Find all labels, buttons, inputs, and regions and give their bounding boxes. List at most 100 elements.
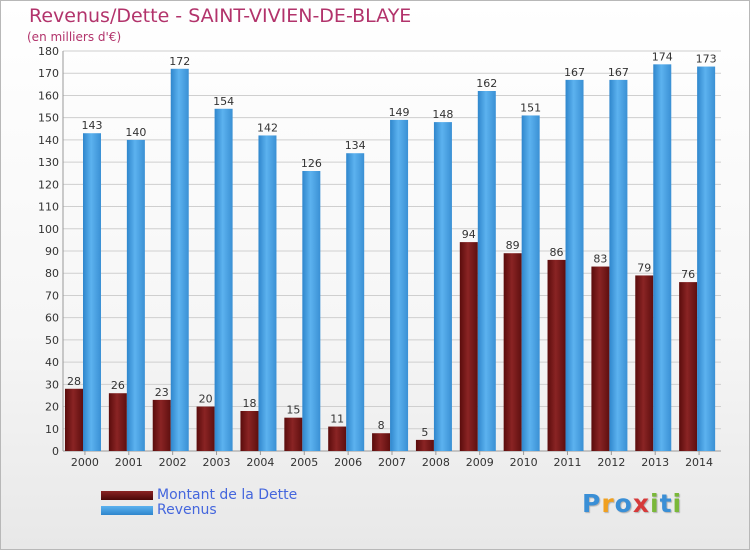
data-label: 8 (378, 419, 385, 432)
x-tick-label: 2002 (159, 456, 187, 469)
data-label: 143 (82, 119, 103, 132)
bar-dette (415, 439, 434, 451)
data-label: 11 (330, 413, 344, 426)
bar-revenus (214, 108, 233, 452)
x-tick-label: 2012 (597, 456, 625, 469)
data-label: 79 (637, 261, 651, 274)
bar-dette (591, 266, 610, 451)
bar-dette (503, 253, 522, 451)
logo-letter: i (650, 489, 660, 518)
x-tick-label: 2014 (685, 456, 713, 469)
bar-dette (108, 393, 127, 451)
x-tick-label: 2007 (378, 456, 406, 469)
data-label: 86 (550, 246, 564, 259)
y-tick-label: 40 (45, 356, 59, 369)
bar-revenus (346, 153, 365, 451)
bar-revenus (477, 91, 496, 451)
chart-title: Revenus/Dette - SAINT-VIVIEN-DE-BLAYE (29, 5, 412, 27)
bar-revenus (390, 119, 409, 451)
bar-revenus (521, 115, 540, 451)
y-tick-label: 150 (38, 112, 59, 125)
data-label: 142 (257, 121, 278, 134)
x-tick-label: 2013 (641, 456, 669, 469)
bar-dette (152, 399, 171, 451)
x-tick-label: 2004 (246, 456, 274, 469)
proxiti-logo: Proxiti (582, 489, 682, 518)
data-label: 20 (199, 393, 213, 406)
x-tick-label: 2009 (466, 456, 494, 469)
bar-dette (372, 433, 391, 451)
data-label: 94 (462, 228, 476, 241)
x-tick-label: 2011 (553, 456, 581, 469)
data-label: 167 (608, 66, 629, 79)
logo-letter: r (601, 489, 615, 518)
x-tick-label: 2006 (334, 456, 362, 469)
bar-dette (240, 411, 259, 451)
x-tick-label: 2001 (115, 456, 143, 469)
data-label: 162 (476, 77, 497, 90)
data-label: 23 (155, 386, 169, 399)
data-label: 28 (67, 375, 81, 388)
data-label: 149 (389, 106, 410, 119)
bar-dette (547, 259, 566, 451)
bars (65, 64, 716, 452)
bar-revenus (697, 66, 716, 452)
bar-dette (284, 417, 303, 451)
x-tick-label: 2005 (290, 456, 318, 469)
bar-revenus (609, 79, 628, 451)
bar-revenus (653, 64, 672, 452)
data-label: 140 (125, 126, 146, 139)
bar-revenus (170, 68, 189, 452)
data-label: 173 (696, 53, 717, 66)
bar-revenus (433, 122, 452, 451)
logo-letter: o (614, 489, 633, 518)
legend-swatch-revenus (101, 505, 153, 515)
y-tick-label: 180 (38, 45, 59, 58)
data-label: 5 (421, 426, 428, 439)
data-label: 167 (564, 66, 585, 79)
legend-label-revenus: Revenus (157, 502, 217, 518)
y-tick-label: 80 (45, 267, 59, 280)
logo-letter: t (659, 489, 673, 518)
data-label: 154 (213, 95, 234, 108)
y-tick-label: 0 (52, 445, 59, 458)
y-tick-label: 90 (45, 245, 59, 258)
legend-item-dette: Montant de la Dette (101, 487, 297, 503)
y-tick-label: 10 (45, 423, 59, 436)
bar-dette (328, 426, 347, 451)
bar-dette (459, 242, 478, 451)
legend-item-revenus: Revenus (101, 502, 217, 518)
y-tick-label: 130 (38, 156, 59, 169)
y-tick-label: 60 (45, 312, 59, 325)
bar-revenus (126, 139, 145, 451)
x-tick-label: 2010 (510, 456, 538, 469)
x-tick-label: 2003 (203, 456, 231, 469)
logo-letter: P (582, 489, 602, 518)
chart-subtitle: (en milliers d'€) (27, 30, 122, 44)
y-tick-label: 120 (38, 178, 59, 191)
data-label: 174 (652, 50, 673, 63)
y-tick-label: 50 (45, 334, 59, 347)
bar-revenus (258, 135, 277, 451)
y-tick-label: 20 (45, 401, 59, 414)
legend-swatch-dette (101, 490, 153, 500)
logo-letter: i (672, 489, 683, 518)
data-label: 83 (593, 253, 607, 266)
y-tick-label: 70 (45, 289, 59, 302)
data-label: 26 (111, 379, 125, 392)
data-label: 148 (432, 108, 453, 121)
legend-label-dette: Montant de la Dette (157, 487, 298, 503)
bar-dette (65, 388, 83, 451)
y-tick-label: 100 (38, 223, 59, 236)
bar-dette (679, 282, 698, 451)
bar-revenus (302, 171, 321, 451)
x-axis-ticks: 2000 2001 2002 2003 2004 2005 2006 2007 2008 2009… (71, 451, 713, 469)
y-tick-label: 170 (38, 67, 59, 80)
data-label: 89 (506, 239, 520, 252)
data-label: 151 (520, 101, 541, 114)
data-label: 172 (169, 55, 190, 68)
data-label: 134 (345, 139, 366, 152)
data-label: 126 (301, 157, 322, 170)
